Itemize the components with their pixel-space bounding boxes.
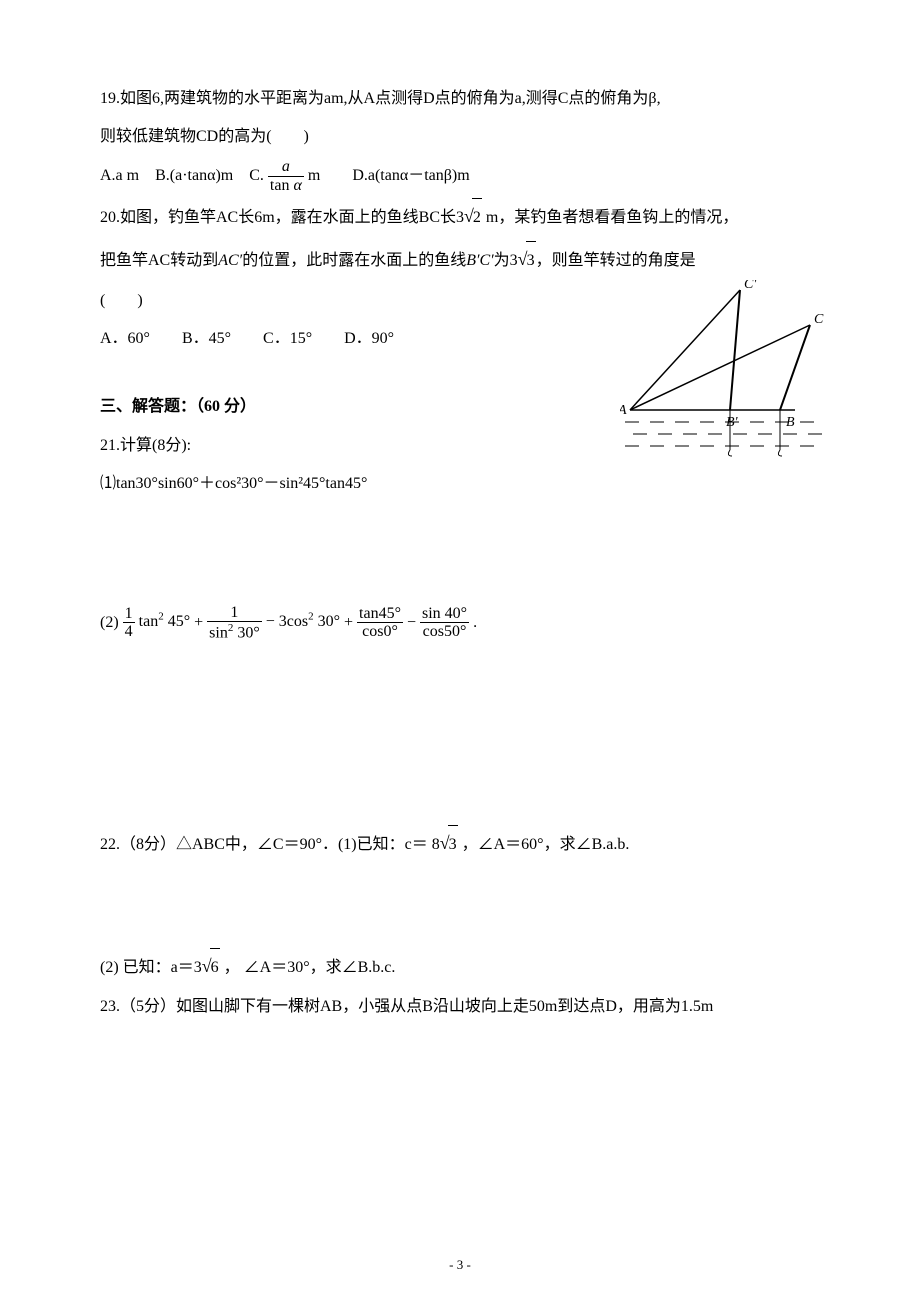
q20-l2b: 的位置，此时露在水面上的鱼线: [242, 252, 466, 269]
f1d: 4: [123, 623, 135, 641]
q20-line1: 20.如图，钓鱼竿AC长6m，露在水面上的鱼线BC长3√2 m，某钓鱼者想看看鱼…: [100, 195, 820, 238]
q19-frac-num: a: [268, 158, 304, 177]
q20-l2c: 为: [494, 252, 510, 269]
q20-coef2: 3: [510, 252, 518, 269]
q20-ac: AC′: [218, 252, 242, 269]
q20-sqrt2: 3: [526, 241, 536, 280]
q19-fraction: a tan α: [268, 158, 304, 194]
q20-l1b: m，某钓鱼者想看看鱼钩上的情况，: [482, 209, 738, 226]
q19-line2: 则较低建筑物CD的高为( ): [100, 118, 820, 156]
minus3cos: − 3cos2 30°: [266, 613, 340, 630]
svg-text:C': C': [744, 280, 757, 292]
q23-line1: 23.（5分）如图山脚下有一棵树AB，小强从点B沿山坡向上走50m到达点D，用高…: [100, 988, 820, 1026]
q19-frac-den: tan α: [268, 177, 304, 195]
q22-sqrt1: 3: [448, 825, 458, 864]
q22-sqrt2: 6: [210, 948, 220, 987]
f3d: cos0°: [357, 623, 403, 641]
q22-l2a: (2) 已知：a＝3: [100, 959, 202, 976]
q19-opt-post: m D.a(tanα－tanβ)m: [308, 167, 470, 184]
fishing-diagram: A B' B C C': [620, 280, 830, 480]
q20-coef1: 3: [456, 209, 464, 226]
frac2: 1 sin2 30°: [207, 604, 262, 643]
f3n: tan45°: [357, 605, 403, 624]
sqrt-icon: √6: [202, 945, 220, 988]
q20-l2a: 把鱼竿AC转动到: [100, 252, 218, 269]
q19-opt-pre: A.a m B.(a·tanα)m C.: [100, 167, 264, 184]
q22-line1: 22.（8分）△ABC中，∠C＝90°．(1)已知：c＝ 8√3 ，∠A＝60°…: [100, 822, 820, 865]
q21-part2: (2) 1 4 tan2 45° + 1 sin2 30° − 3cos2 30…: [100, 604, 820, 643]
plus1: +: [194, 613, 207, 630]
plus2: +: [344, 613, 357, 630]
svg-text:A: A: [620, 403, 627, 418]
sqrt-icon: √3: [440, 822, 458, 865]
q20-line2: 把鱼竿AC转动到AC′的位置，此时露在水面上的鱼线B′C′为3√3，则鱼竿转过的…: [100, 238, 820, 281]
q22-l1a: 22.（8分）△ABC中，∠C＝90°．(1)已知：c＝ 8: [100, 836, 440, 853]
tan2-45: tan2 45°: [139, 613, 190, 630]
page-number: - 3 -: [0, 1249, 920, 1280]
q19-line1: 19.如图6,两建筑物的水平距离为am,从A点测得D点的俯角为a,测得C点的俯角…: [100, 80, 820, 118]
q21-end: .: [473, 613, 477, 630]
q22-l1b: ，∠A＝60°，求∠B.a.b.: [458, 836, 630, 853]
frac3: tan45° cos0°: [357, 605, 403, 641]
f2d: sin2 30°: [207, 622, 262, 642]
q20-l2d: ，则鱼竿转过的角度是: [536, 252, 696, 269]
minus2: −: [407, 613, 420, 630]
sqrt-icon: √3: [518, 238, 536, 281]
frac4: sin 40° cos50°: [420, 605, 469, 641]
q20-bc: B′C′: [466, 252, 493, 269]
q20-l1a: 20.如图，钓鱼竿AC长6m，露在水面上的鱼线BC长: [100, 209, 456, 226]
f4n: sin 40°: [420, 605, 469, 624]
q21-p2-pre: (2): [100, 613, 123, 630]
frac1: 1 4: [123, 605, 135, 641]
q19-options: A.a m B.(a·tanα)m C. a tan α m D.a(tanα－…: [100, 157, 820, 195]
svg-text:B': B': [726, 415, 739, 430]
f4d: cos50°: [420, 623, 469, 641]
svg-text:C: C: [814, 312, 824, 327]
f2n: 1: [207, 604, 262, 623]
q22-line2: (2) 已知：a＝3√6 ， ∠A＝30°，求∠B.b.c.: [100, 945, 820, 988]
f1n: 1: [123, 605, 135, 624]
q20-sqrt1: 2: [472, 198, 482, 237]
q22-l2b: ， ∠A＝30°，求∠B.b.c.: [220, 959, 396, 976]
svg-text:B: B: [786, 415, 795, 430]
sqrt-icon: √2: [464, 195, 482, 238]
